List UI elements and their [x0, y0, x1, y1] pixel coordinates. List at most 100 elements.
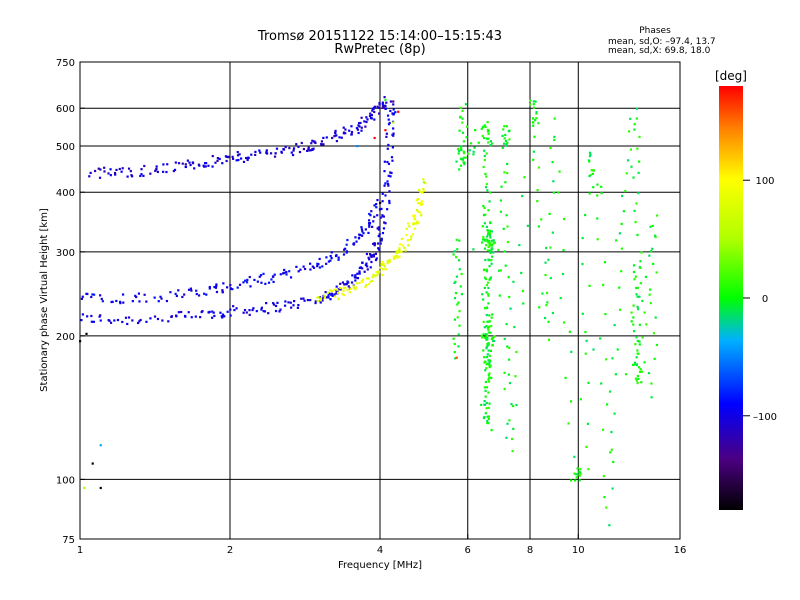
data-point — [298, 150, 302, 154]
data-point — [99, 168, 102, 171]
data-point — [259, 274, 263, 277]
data-point — [383, 221, 386, 224]
data-point — [198, 164, 201, 167]
data-point — [358, 233, 361, 236]
data-point — [545, 246, 548, 250]
data-point — [635, 379, 638, 382]
data-point — [114, 173, 117, 176]
data-point — [618, 286, 621, 289]
data-point — [344, 132, 347, 135]
data-point — [195, 289, 198, 292]
data-point — [463, 163, 466, 166]
data-point — [80, 297, 84, 300]
data-point — [204, 165, 207, 168]
data-point — [183, 293, 186, 296]
data-point — [461, 117, 464, 120]
data-point — [357, 131, 360, 135]
data-point — [631, 363, 635, 367]
data-point — [363, 120, 366, 123]
data-point — [155, 165, 158, 168]
data-point — [503, 387, 506, 391]
data-point — [120, 170, 123, 173]
data-point — [377, 248, 381, 251]
x-tick-label: 16 — [674, 545, 687, 556]
data-point — [336, 290, 339, 293]
data-point — [462, 156, 465, 159]
data-point — [481, 241, 484, 244]
data-point — [349, 287, 352, 290]
data-point — [462, 150, 465, 153]
data-point — [319, 301, 322, 304]
data-point — [481, 298, 485, 301]
data-point — [287, 301, 290, 304]
data-point — [490, 239, 494, 242]
data-point — [485, 363, 488, 366]
data-point — [551, 231, 554, 234]
data-point — [605, 506, 608, 509]
data-point — [453, 350, 456, 354]
data-point — [504, 264, 507, 267]
data-point — [211, 316, 214, 319]
data-point — [328, 289, 332, 292]
data-point — [157, 300, 160, 303]
data-point — [484, 258, 487, 262]
data-point — [328, 292, 331, 295]
data-point — [578, 479, 581, 482]
data-point — [636, 305, 639, 309]
data-point — [356, 272, 359, 275]
data-point — [145, 300, 148, 303]
data-point — [319, 299, 323, 302]
data-point — [399, 250, 403, 254]
data-point — [370, 255, 373, 259]
data-point — [526, 224, 529, 227]
data-point — [482, 165, 485, 169]
data-point — [587, 468, 590, 471]
data-point — [636, 381, 639, 385]
x-tick-label: 2 — [227, 545, 233, 556]
data-point — [499, 210, 502, 213]
data-point — [457, 152, 460, 155]
data-point — [485, 325, 488, 328]
data-point — [272, 280, 275, 284]
data-point — [490, 337, 493, 340]
data-point — [538, 306, 541, 309]
data-point — [482, 236, 485, 239]
data-point — [381, 200, 384, 203]
data-point — [459, 164, 463, 167]
data-point — [211, 310, 214, 313]
data-point — [213, 285, 216, 289]
data-point — [202, 164, 205, 167]
data-point — [497, 248, 500, 251]
data-point — [483, 206, 486, 210]
data-point — [338, 136, 341, 139]
data-point — [507, 373, 510, 376]
data-point — [557, 191, 560, 194]
data-point — [460, 272, 463, 276]
data-point — [484, 213, 487, 216]
data-point — [569, 479, 573, 482]
data-point — [652, 262, 655, 265]
data-point — [636, 295, 639, 298]
data-point — [333, 288, 336, 291]
data-point — [193, 167, 196, 170]
data-point — [419, 190, 422, 193]
data-point — [634, 377, 638, 380]
data-point — [484, 276, 487, 279]
data-point — [181, 162, 184, 165]
data-point — [491, 142, 494, 145]
data-point — [259, 151, 262, 154]
data-point — [373, 110, 376, 114]
data-point — [354, 236, 357, 239]
data-point — [485, 347, 488, 350]
data-point — [505, 125, 509, 128]
data-point — [503, 171, 506, 174]
data-point — [544, 261, 547, 264]
data-point — [507, 276, 510, 279]
data-point — [374, 252, 378, 255]
data-point — [175, 294, 178, 298]
data-point — [460, 148, 463, 152]
data-point — [636, 286, 639, 290]
data-point — [579, 468, 582, 471]
data-point — [487, 422, 490, 425]
data-point — [553, 135, 556, 139]
